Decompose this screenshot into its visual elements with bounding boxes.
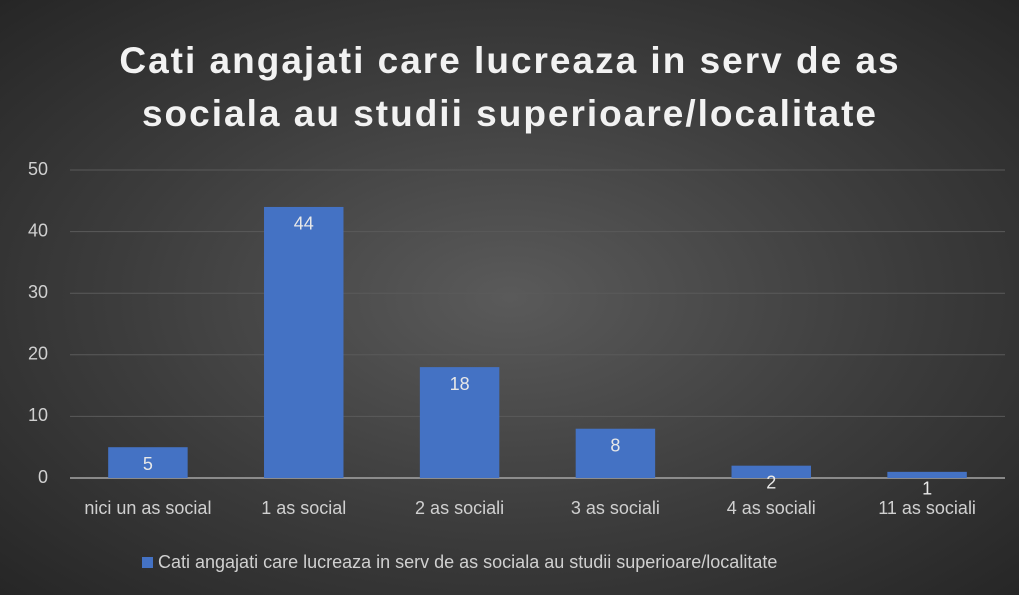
y-tick-label: 0 — [38, 467, 48, 487]
bar — [575, 428, 656, 478]
data-label: 1 — [922, 479, 932, 499]
x-tick-label: 1 as social — [261, 498, 346, 518]
bar — [887, 471, 967, 478]
legend-swatch — [142, 557, 153, 568]
y-tick-label: 30 — [28, 282, 48, 302]
bar — [108, 447, 188, 478]
data-label: 5 — [143, 454, 153, 474]
x-tick-label: nici un as social — [84, 498, 211, 518]
x-tick-label: 3 as sociali — [571, 498, 660, 518]
y-tick-label: 50 — [28, 159, 48, 179]
data-label: 44 — [294, 214, 314, 234]
y-tick-label: 10 — [28, 405, 48, 425]
data-label: 2 — [766, 472, 776, 492]
chart-title: Cati angajati care lucreaza in serv de a… — [119, 40, 901, 134]
y-tick-label: 20 — [28, 344, 48, 364]
bar — [264, 206, 344, 478]
y-tick-label: 40 — [28, 220, 48, 240]
bar — [731, 465, 811, 478]
x-tick-label: 4 as sociali — [727, 498, 816, 518]
data-label: 18 — [450, 374, 470, 394]
x-tick-label: 2 as sociali — [415, 498, 504, 518]
data-label: 8 — [610, 435, 620, 455]
bar — [419, 367, 500, 478]
x-tick-label: 11 as sociali — [878, 498, 976, 518]
legend-label: Cati angajati care lucreaza in serv de a… — [158, 552, 777, 572]
